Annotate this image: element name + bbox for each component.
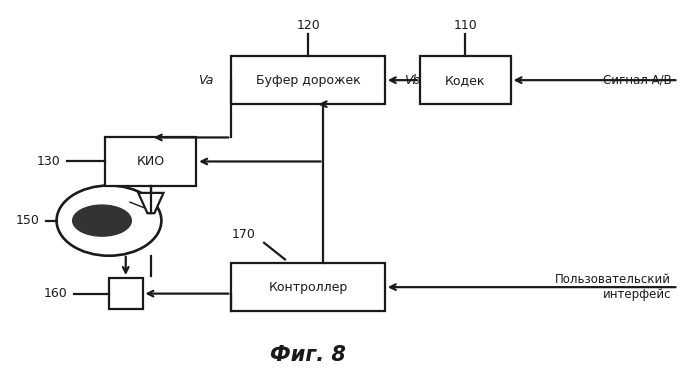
Text: 110: 110: [454, 19, 477, 32]
Text: Сигнал А/В: Сигнал А/В: [603, 74, 671, 87]
Ellipse shape: [73, 205, 132, 236]
Text: Контроллер: Контроллер: [269, 280, 348, 293]
FancyBboxPatch shape: [420, 56, 511, 104]
Text: Фиг. 8: Фиг. 8: [270, 345, 346, 365]
Text: 130: 130: [36, 155, 60, 168]
Text: Vb: Vb: [405, 74, 421, 87]
Text: 150: 150: [15, 214, 39, 227]
Text: Пользовательский
интерфейс: Пользовательский интерфейс: [555, 273, 671, 301]
Text: Va: Va: [198, 74, 214, 87]
FancyBboxPatch shape: [109, 278, 143, 309]
Text: 120: 120: [296, 19, 320, 32]
FancyBboxPatch shape: [231, 56, 385, 104]
Text: 140: 140: [85, 194, 109, 207]
Text: КИО: КИО: [136, 155, 165, 168]
Polygon shape: [139, 193, 164, 213]
FancyBboxPatch shape: [231, 263, 385, 311]
Ellipse shape: [57, 186, 162, 256]
Text: 160: 160: [43, 287, 67, 300]
Text: Кодек: Кодек: [445, 74, 486, 87]
Text: 170: 170: [231, 228, 255, 241]
FancyBboxPatch shape: [106, 137, 196, 186]
Text: Буфер дорожек: Буфер дорожек: [256, 74, 360, 87]
